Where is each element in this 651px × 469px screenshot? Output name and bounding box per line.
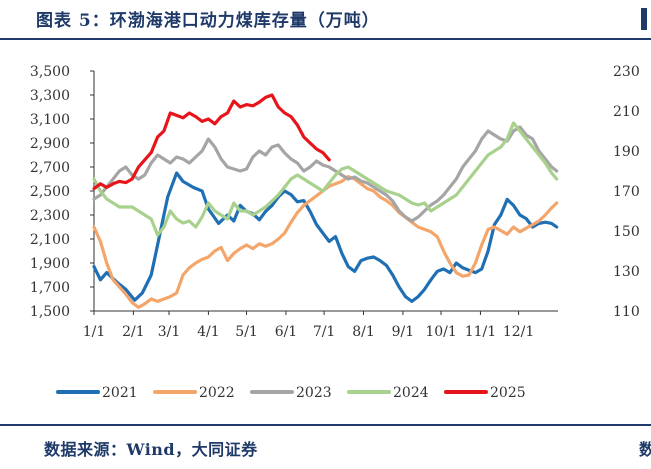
y-left-tick-label: 2,300 xyxy=(30,208,70,224)
y-right-tick-label: 230 xyxy=(613,64,640,80)
series-line-2021 xyxy=(92,171,559,303)
y-left-tick-label: 2,700 xyxy=(30,160,70,176)
legend-label-2025: 2025 xyxy=(490,385,526,401)
y-left-tick-label: 3,300 xyxy=(30,88,70,104)
y-right-tick-label: 150 xyxy=(613,224,640,240)
source-note: 数据来源：Wind，大同证券 xyxy=(44,440,258,459)
y-right-tick-label: 130 xyxy=(613,264,640,280)
footer-rule xyxy=(0,424,651,426)
legend-label-2024: 2024 xyxy=(393,385,429,401)
y-right-tick-label: 170 xyxy=(613,184,640,200)
series-line-2023 xyxy=(92,125,559,223)
legend: 2021 2022 2023 2024 2025 xyxy=(56,385,526,401)
x-tick-label: 7/1 xyxy=(313,324,336,340)
y-left-tick-label: 3,100 xyxy=(30,112,70,128)
x-tick-label: 9/1 xyxy=(392,324,415,340)
x-tick-label: 11/1 xyxy=(465,324,496,340)
header-rule xyxy=(0,38,651,40)
y-right-tick-label: 210 xyxy=(613,104,640,120)
series-line-2025 xyxy=(92,93,331,191)
page-edge-mark xyxy=(641,8,647,30)
x-tick-label: 5/1 xyxy=(235,324,258,340)
x-tick-label: 10/1 xyxy=(425,324,456,340)
series-line-2022 xyxy=(92,175,559,309)
series-layer xyxy=(92,93,559,309)
y-left-tick-label: 2,900 xyxy=(30,136,70,152)
y-left-tick-label: 1,900 xyxy=(30,256,70,272)
axes-layer: 1,500 1,700 1,900 2,100 2,300 2,500 2,700 2,900… xyxy=(30,64,640,340)
x-tick-label: 8/1 xyxy=(352,324,375,340)
x-tick-label: 2/1 xyxy=(122,324,145,340)
x-tick-label: 12/1 xyxy=(503,324,534,340)
y-right-tick-label: 190 xyxy=(613,144,640,160)
y-right-tick-label: 110 xyxy=(613,304,640,320)
series-line-2024 xyxy=(92,121,559,237)
y-left-tick-label: 3,500 xyxy=(30,64,70,80)
clipped-footer-text: 数 xyxy=(639,440,651,459)
y-left-tick-label: 2,500 xyxy=(30,184,70,200)
chart-title: 图表 5：环渤海港口动力煤库存量（万吨） xyxy=(36,11,380,31)
x-tick-label: 3/1 xyxy=(158,324,181,340)
legend-label-2022: 2022 xyxy=(199,385,235,401)
y-left-tick-label: 2,100 xyxy=(30,232,70,248)
x-tick-label: 6/1 xyxy=(275,324,298,340)
x-tick-label: 1/1 xyxy=(83,324,106,340)
legend-label-2021: 2021 xyxy=(102,385,138,401)
y-left-tick-label: 1,500 xyxy=(30,304,70,320)
chart-canvas: 1,500 1,700 1,900 2,100 2,300 2,500 2,700 2,900… xyxy=(30,64,640,401)
y-left-tick-label: 1,700 xyxy=(30,280,70,296)
legend-label-2023: 2023 xyxy=(296,385,332,401)
x-tick-label: 4/1 xyxy=(197,324,220,340)
